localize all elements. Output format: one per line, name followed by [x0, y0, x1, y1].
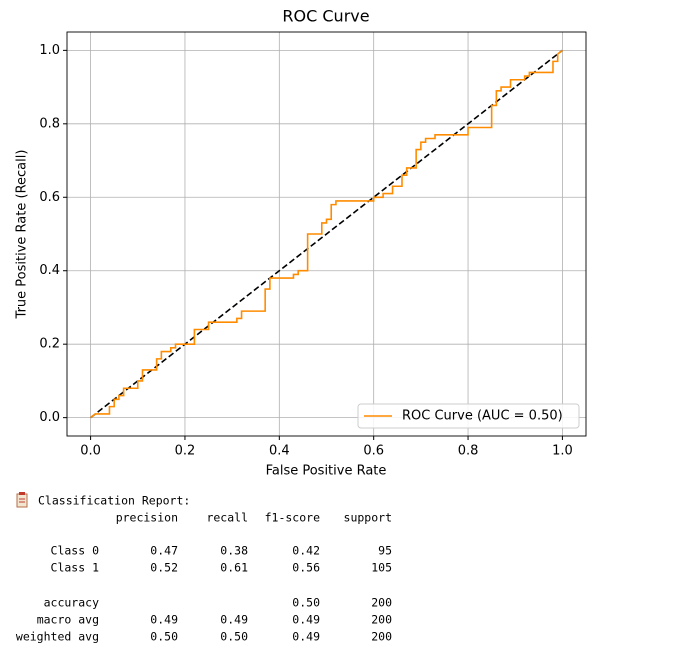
report-cell: 0.42: [292, 544, 320, 558]
y-tick-label: 1.0: [39, 43, 60, 58]
report-cell: 0.56: [292, 561, 320, 575]
report-row-label: Class 0: [51, 544, 100, 558]
x-axis-label: False Positive Rate: [266, 464, 387, 479]
report-row-label: macro avg: [37, 613, 99, 627]
legend-label: ROC Curve (AUC = 0.50): [402, 409, 563, 424]
report-row-label: accuracy: [44, 596, 99, 610]
line-series: [90, 49, 563, 419]
x-tick-label: 0.2: [175, 444, 196, 459]
report-column: recall: [206, 511, 248, 525]
y-tick-label: 0.8: [39, 116, 60, 131]
chart-title: ROC Curve: [282, 7, 369, 26]
report-column: f1-score: [265, 511, 320, 525]
report-cell: 0.47: [150, 544, 178, 558]
y-axis-label: True Positive Rate (Recall): [15, 150, 30, 320]
report-column: precision: [116, 511, 178, 525]
x-tick-label: 0.6: [363, 444, 384, 459]
report-cell: 0.52: [150, 561, 178, 575]
y-tick-label: 0.6: [39, 190, 60, 205]
legend-box: [357, 403, 580, 429]
report-cell: 0.61: [220, 561, 248, 575]
report-cell: 0.49: [292, 630, 320, 644]
x-tick-label: 0.0: [80, 444, 101, 459]
report-cell: 0.38: [220, 544, 248, 558]
icon-board: [16, 493, 28, 508]
report-cell: 0.50: [150, 630, 178, 644]
report-cell: 0.50: [220, 630, 248, 644]
report-cell: 0.49: [220, 613, 248, 627]
report-row-label: Class 1: [51, 561, 100, 575]
y-tick-label: 0.4: [39, 263, 60, 278]
y-tick-label: 0.2: [39, 337, 60, 352]
report-cell: 0.50: [292, 596, 320, 610]
report-cell: 200: [371, 613, 392, 627]
plot-frame: [66, 31, 587, 437]
line-series: [90, 49, 563, 419]
x-tick-label: 1.0: [552, 444, 573, 459]
report-cell: 0.49: [150, 613, 178, 627]
report-cell: 95: [378, 544, 392, 558]
icon-clip: [19, 492, 25, 495]
report-cell: 0.49: [292, 613, 320, 627]
y-tick-label: 0.0: [39, 410, 60, 425]
x-tick-label: 0.4: [269, 444, 290, 459]
report-row-label: weighted avg: [16, 630, 99, 644]
report-column: support: [344, 511, 392, 525]
report-cell: 200: [371, 630, 392, 644]
report-title: Classification Report:: [38, 494, 190, 508]
x-tick-label: 0.8: [458, 444, 479, 459]
report-cell: 200: [371, 596, 392, 610]
report-icon: [16, 492, 28, 508]
report-cell: 105: [371, 561, 392, 575]
legend: ROC Curve (AUC = 0.50): [357, 403, 580, 429]
